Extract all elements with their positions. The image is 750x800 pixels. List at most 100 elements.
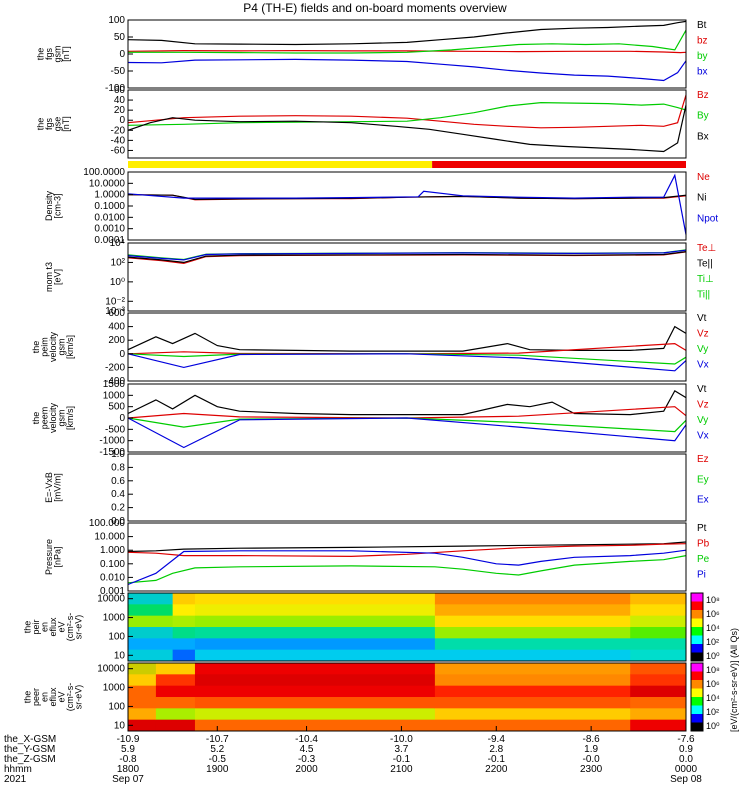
y-axis-label: gsm bbox=[57, 409, 67, 426]
spectrogram-cell bbox=[630, 649, 687, 662]
spectrogram-cell bbox=[194, 708, 436, 721]
legend-entry: Vy bbox=[697, 344, 708, 355]
colorbar-axis-label: [eV/(cm²-s-sr-eV)] (All Qs) bbox=[729, 628, 739, 732]
legend-entry: Ne bbox=[697, 172, 710, 183]
series-line-Ti|| bbox=[127, 249, 687, 261]
series-line-Bx bbox=[127, 104, 687, 153]
panel-frame bbox=[127, 592, 687, 662]
series-line-Pi bbox=[127, 549, 687, 586]
spectrogram-cell bbox=[172, 627, 196, 639]
spectrogram-cell bbox=[128, 719, 157, 732]
y-tick-label: 10.0000 bbox=[89, 178, 126, 189]
y-axis-label: fgs bbox=[44, 118, 54, 131]
spectrogram-cell bbox=[194, 638, 436, 651]
colorbar-tick-label: 10⁴ bbox=[706, 693, 720, 703]
x-tick-label: -0.1 bbox=[393, 754, 411, 765]
spectrogram-cell bbox=[434, 685, 631, 698]
y-axis-label: E=-VxB bbox=[44, 472, 54, 503]
x-tick-label: 0000 bbox=[675, 764, 698, 775]
colorbar-tick-label: 10⁸ bbox=[706, 665, 720, 675]
legend-entry: Vz bbox=[697, 400, 709, 411]
series-line-Bt bbox=[127, 20, 687, 46]
y-axis-label: [km/s] bbox=[65, 335, 75, 359]
page-title: P4 (TH-E) fields and on-board moments ov… bbox=[243, 1, 507, 15]
y-tick-label: 100.000 bbox=[89, 518, 126, 529]
colorbar-segment bbox=[691, 722, 703, 732]
y-axis-label: the bbox=[31, 341, 41, 354]
spectrogram-cell bbox=[128, 604, 174, 617]
spectrogram-cell bbox=[434, 649, 631, 662]
colorbar-segment bbox=[691, 688, 703, 698]
y-tick-label: 1000 bbox=[103, 613, 126, 624]
legend-entry: Vy bbox=[697, 415, 708, 426]
legend-entry: Te|| bbox=[697, 259, 713, 270]
spectrogram-cell bbox=[630, 674, 687, 687]
colorbar-tick-label: 10⁶ bbox=[706, 609, 720, 619]
panel-frame bbox=[127, 312, 687, 382]
y-tick-label: 10⁰ bbox=[110, 277, 125, 288]
colorbar-tick-label: 10⁰ bbox=[706, 651, 720, 661]
panel-frame bbox=[127, 19, 687, 89]
y-tick-label: 100 bbox=[108, 701, 125, 712]
spectrogram-cell bbox=[155, 663, 196, 675]
series-line-Npot bbox=[127, 173, 687, 235]
x-tick-label: 2300 bbox=[580, 764, 603, 775]
y-tick-label: 500 bbox=[108, 402, 125, 413]
x-tick-label: -8.6 bbox=[583, 734, 601, 745]
y-tick-label: 1.0 bbox=[111, 449, 125, 460]
legend-entry: bx bbox=[697, 67, 708, 78]
series-line-Vt bbox=[127, 325, 687, 352]
x-axis-row-label: the_Y-GSM bbox=[4, 744, 55, 755]
y-tick-label: 0 bbox=[119, 115, 125, 126]
y-tick-label: -400 bbox=[105, 376, 125, 387]
y-tick-label: 0.100 bbox=[100, 559, 125, 570]
legend-entry: Pt bbox=[697, 523, 707, 534]
y-axis-label: en bbox=[40, 692, 50, 702]
x-tick-label: 4.5 bbox=[300, 744, 314, 755]
x-axis-row-label: the_X-GSM bbox=[4, 734, 56, 745]
spectrogram-cell bbox=[128, 627, 174, 639]
legend-entry: Ey bbox=[697, 474, 709, 485]
colorbar-tick-label: 10⁰ bbox=[706, 721, 720, 731]
y-axis-label: (cm²-s- bbox=[65, 613, 75, 642]
y-tick-label: -50 bbox=[111, 66, 126, 77]
spectrogram-cell bbox=[630, 685, 687, 698]
x-tick-label: -7.6 bbox=[677, 734, 695, 745]
y-tick-label: 100 bbox=[108, 631, 125, 642]
x-tick-label: 2200 bbox=[485, 764, 508, 775]
y-tick-label: 0.0 bbox=[111, 516, 125, 527]
colorbar-segment bbox=[691, 635, 703, 645]
y-tick-label: -20 bbox=[111, 125, 126, 136]
series-line-By bbox=[127, 101, 687, 126]
x-tick-label: 1900 bbox=[206, 764, 229, 775]
series-line-bx bbox=[127, 58, 687, 82]
legend-entry: Vz bbox=[697, 329, 709, 340]
y-tick-label: 10 bbox=[114, 720, 126, 731]
y-tick-label: 1.000 bbox=[100, 545, 125, 556]
series-line-Pb bbox=[127, 543, 687, 558]
spectrogram-cell bbox=[155, 708, 196, 721]
x-tick-label: -0.0 bbox=[583, 754, 601, 765]
colorbar-frame bbox=[690, 662, 704, 732]
y-tick-label: 50 bbox=[114, 32, 126, 43]
spectrogram-cell bbox=[194, 663, 436, 675]
y-axis-label: sr-eV) bbox=[74, 685, 84, 710]
y-tick-label: -500 bbox=[105, 424, 125, 435]
y-axis-label: velocity bbox=[48, 331, 58, 362]
y-tick-label: 0 bbox=[119, 349, 125, 360]
x-tick-label: 1.9 bbox=[584, 744, 598, 755]
series-line-Te|| bbox=[127, 251, 687, 264]
spectrogram-cell bbox=[630, 615, 687, 628]
y-axis-label: (cm²-s- bbox=[65, 683, 75, 712]
spectrogram-cell bbox=[128, 663, 157, 675]
y-tick-label: 200 bbox=[108, 335, 125, 346]
spectrogram-cell bbox=[630, 604, 687, 617]
colorbar-segment bbox=[691, 714, 703, 723]
spectrogram-cell bbox=[128, 593, 174, 605]
legend-entry: Pe bbox=[697, 554, 710, 565]
panel-frame bbox=[127, 89, 687, 159]
spectrogram-cell bbox=[194, 593, 436, 605]
spectrogram-cell bbox=[155, 674, 196, 687]
spectrogram-cell bbox=[128, 649, 174, 662]
spectrogram-cell bbox=[194, 719, 436, 732]
